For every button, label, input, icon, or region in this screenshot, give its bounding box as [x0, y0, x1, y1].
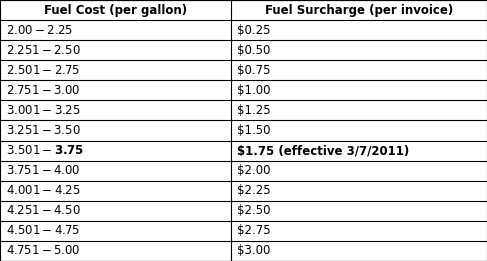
Text: $2.75: $2.75 — [237, 224, 271, 238]
Text: $2.751-$3.00: $2.751-$3.00 — [6, 84, 80, 97]
Text: $3.001-$3.25: $3.001-$3.25 — [6, 104, 80, 117]
Text: $2.501-$2.75: $2.501-$2.75 — [6, 64, 80, 77]
Text: $4.751-$5.00: $4.751-$5.00 — [6, 245, 80, 257]
Text: $1.00: $1.00 — [237, 84, 271, 97]
Text: $3.501-$3.75: $3.501-$3.75 — [6, 144, 84, 157]
Text: $4.001-$4.25: $4.001-$4.25 — [6, 184, 80, 197]
Text: $1.50: $1.50 — [237, 124, 271, 137]
Text: $2.50: $2.50 — [237, 204, 271, 217]
Text: $0.50: $0.50 — [237, 44, 271, 57]
Text: $4.251-$4.50: $4.251-$4.50 — [6, 204, 80, 217]
Text: $4.501-$4.75: $4.501-$4.75 — [6, 224, 80, 238]
Text: Fuel Surcharge (per invoice): Fuel Surcharge (per invoice) — [265, 4, 453, 16]
Text: $0.75: $0.75 — [237, 64, 271, 77]
Text: $2.25: $2.25 — [237, 184, 271, 197]
Text: $3.251-$3.50: $3.251-$3.50 — [6, 124, 80, 137]
Text: $2.00: $2.00 — [237, 164, 271, 177]
Text: $2.251-$2.50: $2.251-$2.50 — [6, 44, 80, 57]
Text: $1.25: $1.25 — [237, 104, 271, 117]
Text: $1.75 (effective 3/7/2011): $1.75 (effective 3/7/2011) — [237, 144, 410, 157]
Text: Fuel Cost (per gallon): Fuel Cost (per gallon) — [44, 4, 187, 16]
Text: $0.25: $0.25 — [237, 23, 271, 37]
Text: $3.00: $3.00 — [237, 245, 271, 257]
Text: $3.751-$4.00: $3.751-$4.00 — [6, 164, 80, 177]
Text: $2.00-$2.25: $2.00-$2.25 — [6, 23, 73, 37]
